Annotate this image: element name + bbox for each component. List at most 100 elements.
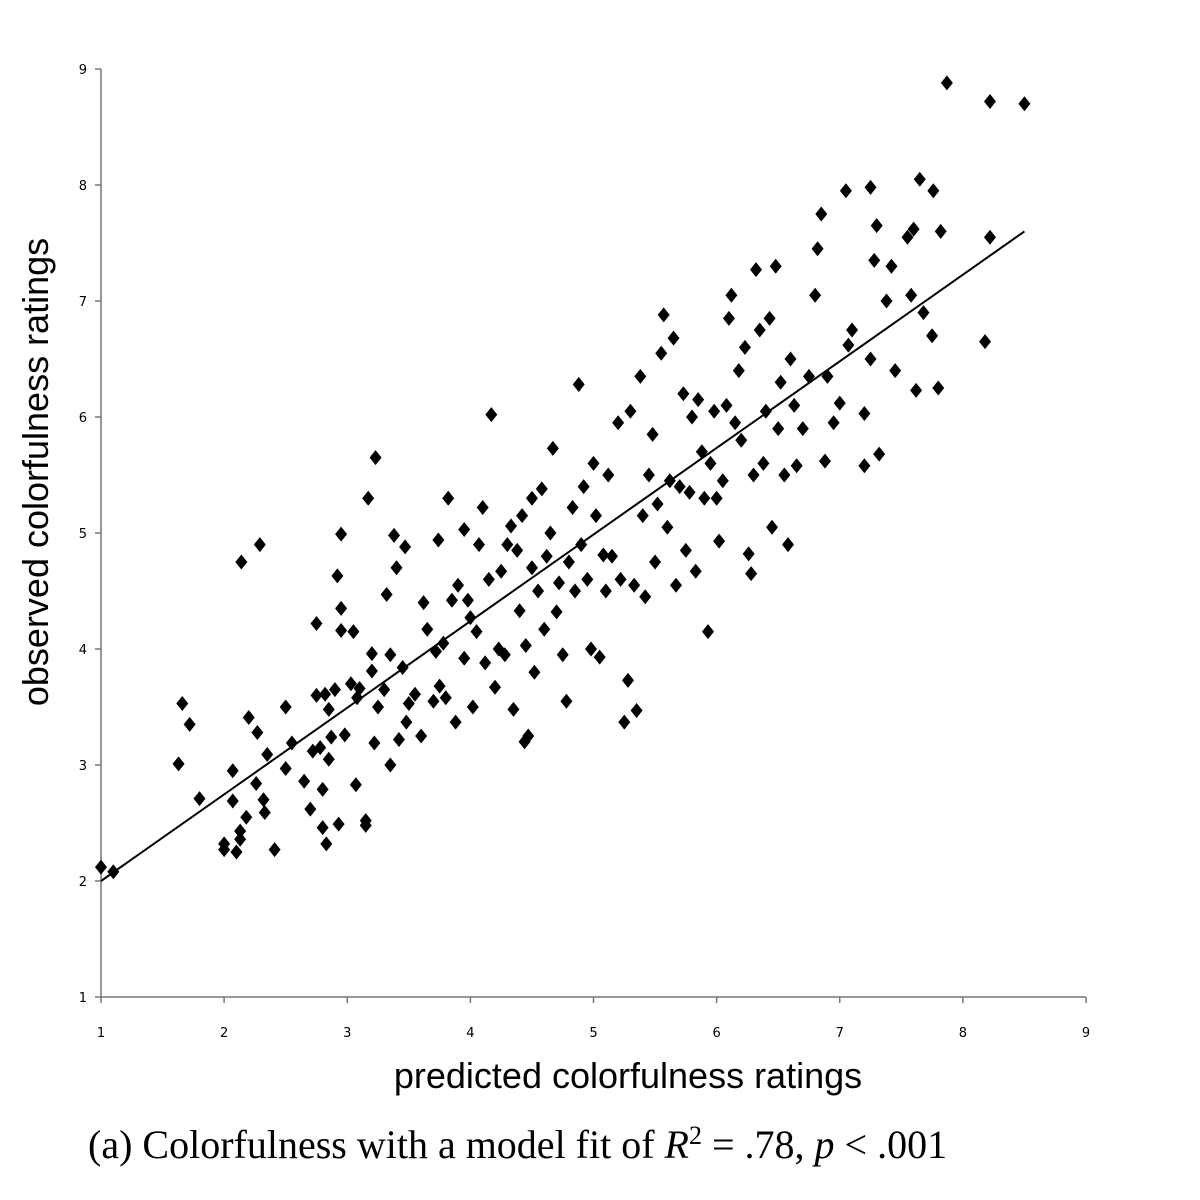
data-point — [774, 374, 787, 390]
data-point — [772, 421, 785, 437]
x-tick-label: 6 — [712, 1026, 720, 1041]
data-point — [261, 747, 274, 763]
data-point — [516, 508, 529, 524]
data-point — [927, 183, 940, 199]
y-tick-label: 1 — [79, 991, 87, 1006]
data-point — [495, 563, 508, 579]
data-point — [913, 171, 926, 187]
data-point — [593, 649, 606, 665]
data-point — [905, 287, 918, 303]
data-point — [983, 93, 996, 109]
data-point — [630, 702, 643, 718]
data-point — [679, 542, 692, 558]
data-point — [708, 403, 721, 419]
data-point — [528, 664, 541, 680]
data-point — [735, 432, 748, 448]
data-point — [538, 621, 551, 637]
data-point — [476, 499, 489, 515]
data-point — [226, 763, 239, 779]
data-point — [525, 490, 538, 506]
x-tick-label: 1 — [97, 1026, 105, 1041]
data-point — [745, 566, 758, 582]
data-point — [400, 714, 413, 730]
data-point — [304, 801, 317, 817]
data-point — [384, 647, 397, 663]
data-point — [368, 735, 381, 751]
data-point — [546, 440, 559, 456]
data-point — [234, 831, 247, 847]
x-tick-label: 2 — [220, 1026, 228, 1041]
data-point — [763, 310, 776, 326]
data-point — [556, 647, 569, 663]
data-point — [390, 560, 403, 576]
data-point — [257, 792, 270, 808]
data-point — [782, 537, 795, 553]
data-point — [183, 716, 196, 732]
data-point — [833, 395, 846, 411]
data-point — [380, 586, 393, 602]
data-point — [519, 638, 532, 654]
data-point — [858, 458, 871, 474]
data-point — [472, 537, 485, 553]
data-point — [279, 699, 292, 715]
data-point — [235, 554, 248, 570]
y-tick-label: 9 — [79, 63, 87, 78]
data-point — [193, 791, 206, 807]
data-point — [378, 682, 391, 698]
data-point — [532, 583, 545, 599]
data-point — [784, 351, 797, 367]
data-point — [842, 337, 855, 353]
data-point — [437, 635, 450, 651]
data-point — [347, 624, 360, 640]
data-point — [889, 363, 902, 379]
data-point — [864, 351, 877, 367]
data-point — [846, 322, 859, 338]
data-point — [501, 537, 514, 553]
data-point — [226, 793, 239, 809]
data-point — [677, 386, 690, 402]
data-point — [569, 583, 582, 599]
data-point — [442, 490, 455, 506]
data-point — [388, 527, 401, 543]
data-point — [421, 621, 434, 637]
data-point — [636, 508, 649, 524]
x-tick-label: 9 — [1082, 1026, 1090, 1041]
data-point — [417, 595, 430, 611]
data-point — [310, 687, 323, 703]
caption: (a) Colorfulness with a model fit of R2 … — [88, 1121, 947, 1168]
data-point — [511, 542, 524, 558]
data-point — [885, 258, 898, 274]
data-point — [597, 547, 610, 563]
data-point — [868, 252, 881, 268]
data-point — [95, 859, 107, 875]
data-point — [335, 600, 348, 616]
data-point — [240, 809, 253, 825]
data-point — [818, 453, 831, 469]
data-point — [926, 328, 939, 344]
data-point — [439, 690, 452, 706]
data-point — [910, 382, 923, 398]
y-axis-label: observed colorfulness ratings — [15, 238, 56, 706]
data-point — [234, 823, 247, 839]
data-point — [392, 731, 405, 747]
data-point — [655, 345, 668, 361]
data-point — [544, 525, 557, 541]
data-point — [618, 714, 631, 730]
data-point — [983, 229, 996, 245]
data-point — [402, 696, 415, 712]
data-point — [651, 496, 664, 512]
data-point — [692, 392, 705, 408]
caption-part: < .001 — [835, 1122, 948, 1167]
data-point — [325, 729, 338, 745]
data-point — [396, 660, 409, 676]
data-point — [432, 532, 445, 548]
y-tick-label: 4 — [79, 643, 87, 658]
data-point — [747, 467, 760, 483]
data-point — [279, 760, 292, 776]
data-point — [316, 781, 329, 797]
data-point — [331, 568, 344, 584]
data-point — [310, 615, 323, 631]
data-point — [525, 560, 538, 576]
data-point — [815, 206, 828, 222]
y-tick-label: 8 — [79, 179, 87, 194]
